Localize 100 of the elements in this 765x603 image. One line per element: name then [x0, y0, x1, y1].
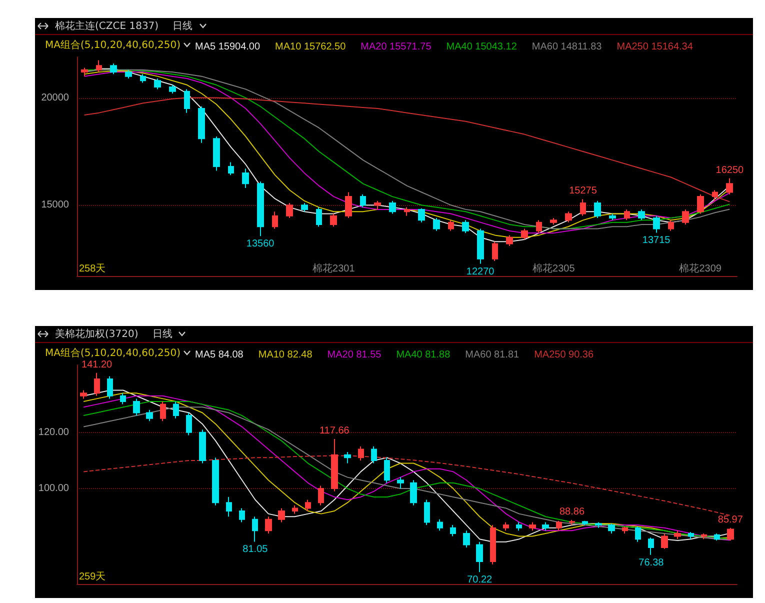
candlestick: [529, 522, 536, 532]
annotation: 70.22: [467, 574, 493, 586]
candlestick: [81, 67, 88, 77]
candlestick: [490, 524, 496, 565]
candlestick: [345, 192, 352, 219]
candlestick: [305, 499, 311, 512]
candlestick: [565, 211, 572, 223]
text: MA250 15164.34: [616, 42, 694, 52]
candlestick: [536, 220, 542, 234]
annotation: 16250: [716, 164, 744, 176]
candlestick: [228, 162, 234, 176]
line-series: [83, 455, 731, 516]
candlestick: [714, 532, 720, 541]
candlestick: [292, 504, 298, 514]
candlestick: [556, 520, 562, 532]
x-tick-label: 棉花2309: [679, 262, 722, 274]
y-tick-label: 15000: [41, 200, 70, 211]
candlestick: [199, 429, 206, 464]
candlestick: [622, 526, 628, 534]
candlestick: [437, 518, 443, 532]
candlestick: [389, 200, 396, 214]
candlestick: [477, 228, 484, 264]
candlestick: [265, 516, 272, 534]
legend-title: MA组合(5,10,20,40,60,250): [45, 347, 181, 360]
candlestick: [582, 520, 588, 526]
candlestick: [661, 532, 668, 550]
candlestick: [257, 181, 264, 237]
x-tick-label: 棉花2305: [532, 262, 576, 274]
candlestick: [648, 537, 654, 556]
candlestick: [433, 218, 440, 232]
candlestick: [594, 200, 601, 219]
text: MA250 90.36: [534, 350, 594, 360]
annotation: 258天: [79, 264, 106, 274]
candlestick: [476, 541, 483, 573]
candlestick: [569, 519, 575, 526]
candlestick: [133, 398, 140, 416]
candlestick: [198, 106, 205, 144]
candlestick: [212, 457, 219, 506]
candlestick: [278, 508, 285, 523]
candlestick: [184, 88, 190, 114]
candlestick: [635, 526, 641, 542]
text: MA60 14811.83: [532, 42, 602, 52]
text: MA40 15043.12: [446, 42, 518, 52]
candlestick: [727, 527, 734, 541]
y-tick-label: 100.00: [38, 483, 70, 494]
text: MA20 81.55: [327, 350, 382, 360]
candlestick: [252, 516, 258, 542]
candlestick: [110, 62, 117, 75]
candlestick: [688, 532, 694, 540]
candlestick: [107, 376, 113, 400]
candlestick: [146, 409, 153, 422]
candlestick: [239, 508, 245, 523]
candlestick: [301, 202, 308, 212]
candlestick: [272, 211, 278, 230]
candlestick: [140, 74, 146, 84]
annotation: 15275: [569, 186, 598, 197]
candlestick: [595, 522, 602, 528]
candlestick: [624, 208, 630, 221]
candlestick: [653, 215, 660, 234]
candlestick: [712, 190, 718, 202]
annotation: 88.86: [559, 506, 585, 518]
candlestick: [371, 446, 377, 464]
candlestick: [506, 234, 513, 246]
y-tick-label: 20000: [41, 92, 70, 104]
text: MA5 84.08: [195, 350, 244, 360]
candlestick: [682, 208, 689, 225]
candlestick: [96, 60, 102, 73]
candlestick: [213, 136, 220, 172]
candlestick: [668, 220, 674, 232]
candlestick: [418, 208, 425, 223]
candlestick: [360, 194, 366, 208]
candlestick: [424, 499, 430, 526]
text: MA10 15762.50: [275, 42, 346, 52]
annotation: 76.38: [638, 557, 664, 568]
x-tick-label: 棉花2301: [312, 262, 356, 274]
chart-title: 棉花主连(CZCE 1837): [55, 20, 159, 33]
candlestick: [331, 438, 338, 492]
candlestick: [160, 401, 166, 422]
candlestick: [448, 220, 454, 232]
annotation: 141.20: [82, 359, 113, 370]
legend-title: MA组合(5,10,20,40,60,250): [45, 39, 181, 52]
text: MA5 15904.00: [195, 42, 260, 52]
chart-subtitle: 日线: [152, 328, 172, 341]
candlestick: [580, 198, 586, 216]
annotation: 259天: [79, 572, 106, 582]
candlestick: [521, 228, 528, 240]
candlestick: [120, 392, 126, 405]
candlestick: [638, 208, 645, 221]
candlestick: [492, 241, 498, 262]
annotation: 85.97: [718, 514, 744, 526]
candlestick: [173, 401, 179, 419]
candlestick: [374, 200, 381, 210]
candlestick: [358, 446, 364, 461]
candlestick: [463, 530, 470, 548]
candlestick: [226, 496, 232, 518]
candlestick: [125, 69, 132, 79]
candlestick: [674, 530, 681, 540]
annotation: 13560: [246, 238, 275, 250]
annotation: 117.66: [319, 425, 350, 436]
candlestick: [516, 522, 522, 532]
